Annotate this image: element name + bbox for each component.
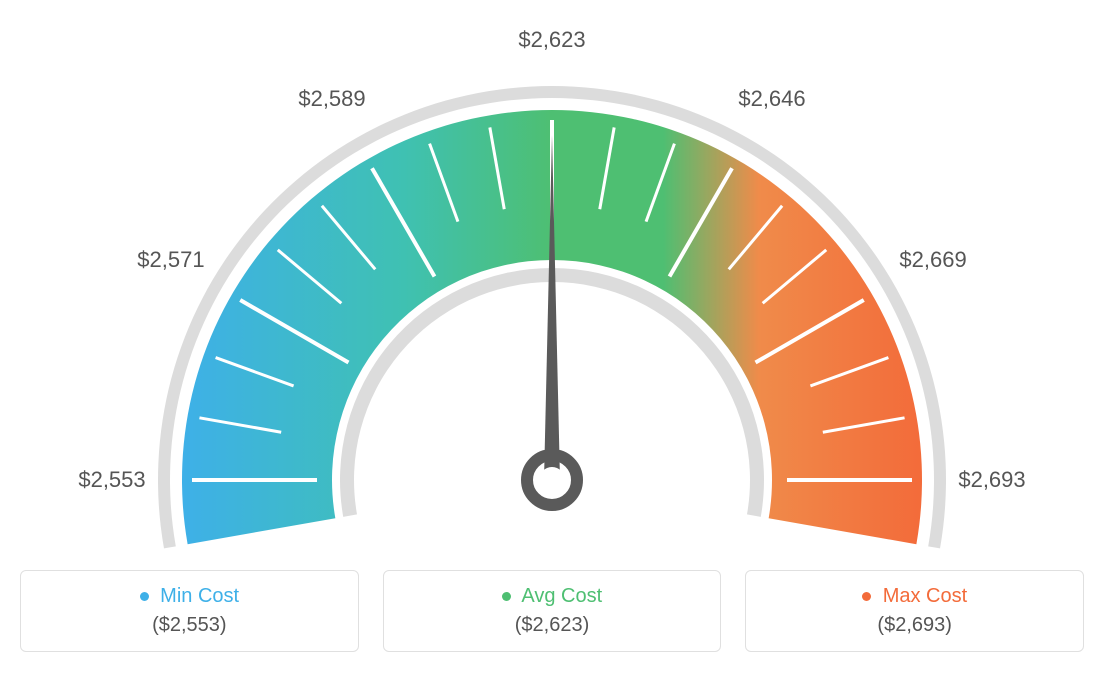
max-cost-title: Max Cost (754, 585, 1075, 608)
gauge-scale-label: $2,669 (899, 247, 966, 273)
avg-cost-label: Avg Cost (521, 585, 602, 607)
gauge-scale-label: $2,693 (958, 467, 1025, 493)
max-cost-label: Max Cost (883, 585, 967, 607)
gauge-chart: $2,553 $2,571 $2,589 $2,623 $2,646 $2,669 $2,6… (0, 0, 1104, 560)
gauge-scale-label: $2,623 (518, 27, 585, 53)
min-cost-title: Min Cost (29, 585, 350, 608)
bullet-avg-icon (502, 592, 511, 601)
min-cost-label: Min Cost (160, 585, 239, 607)
gauge-scale-label: $2,589 (298, 86, 365, 112)
avg-cost-card: Avg Cost ($2,623) (383, 570, 722, 652)
min-cost-card: Min Cost ($2,553) (20, 570, 359, 652)
min-cost-value: ($2,553) (29, 614, 350, 637)
gauge-svg (0, 0, 1104, 560)
bullet-max-icon (862, 592, 871, 601)
max-cost-value: ($2,693) (754, 614, 1075, 637)
gauge-scale-label: $2,646 (738, 86, 805, 112)
gauge-scale-label: $2,571 (137, 247, 204, 273)
max-cost-card: Max Cost ($2,693) (745, 570, 1084, 652)
avg-cost-title: Avg Cost (392, 585, 713, 608)
gauge-scale-label: $2,553 (78, 467, 145, 493)
summary-row: Min Cost ($2,553) Avg Cost ($2,623) Max … (0, 560, 1104, 672)
bullet-min-icon (140, 592, 149, 601)
avg-cost-value: ($2,623) (392, 614, 713, 637)
